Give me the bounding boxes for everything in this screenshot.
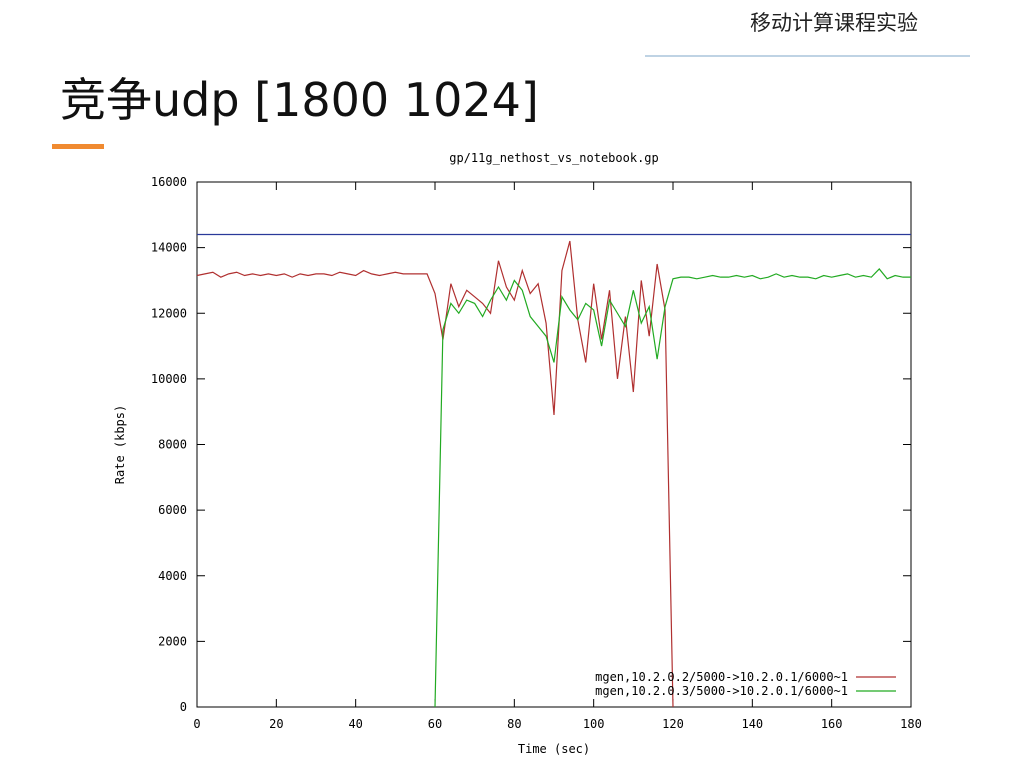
y-tick-label: 8000 — [158, 438, 187, 452]
x-tick-label: 0 — [193, 717, 200, 731]
y-axis-label: Rate (kbps) — [113, 405, 127, 484]
x-tick-label: 100 — [583, 717, 605, 731]
accent-bar — [52, 144, 104, 149]
x-tick-label: 180 — [900, 717, 922, 731]
chart-title: gp/11g_nethost_vs_notebook.gp — [449, 151, 659, 165]
y-tick-label: 6000 — [158, 503, 187, 517]
y-tick-label: 4000 — [158, 569, 187, 583]
y-tick-label: 12000 — [151, 306, 187, 320]
x-tick-label: 40 — [348, 717, 362, 731]
series-line — [434, 268, 911, 708]
plot-frame — [196, 181, 912, 708]
x-tick-label: 160 — [821, 717, 843, 731]
x-tick-label: 120 — [662, 717, 684, 731]
chart: gp/11g_nethost_vs_notebook.gp Time (sec) R… — [113, 151, 922, 756]
x-tick-label: 140 — [741, 717, 763, 731]
series-line — [196, 240, 674, 708]
x-axis-label: Time (sec) — [518, 742, 590, 756]
x-tick-label: 60 — [428, 717, 442, 731]
y-tick-label: 14000 — [151, 241, 187, 255]
header: 移动计算课程实验 — [750, 11, 918, 35]
legend-label: mgen,10.2.0.2/5000->10.2.0.1/6000~1 — [595, 670, 848, 684]
y-tick-label: 0 — [180, 700, 187, 714]
x-tick-label: 20 — [269, 717, 283, 731]
y-tick-label: 2000 — [158, 634, 187, 648]
x-tick-label: 80 — [507, 717, 521, 731]
y-tick-label: 16000 — [151, 175, 187, 189]
legend-label: mgen,10.2.0.3/5000->10.2.0.1/6000~1 — [595, 684, 848, 698]
y-tick-label: 10000 — [151, 372, 187, 386]
slide-title: 竞争udp [1800 1024] — [60, 73, 539, 127]
